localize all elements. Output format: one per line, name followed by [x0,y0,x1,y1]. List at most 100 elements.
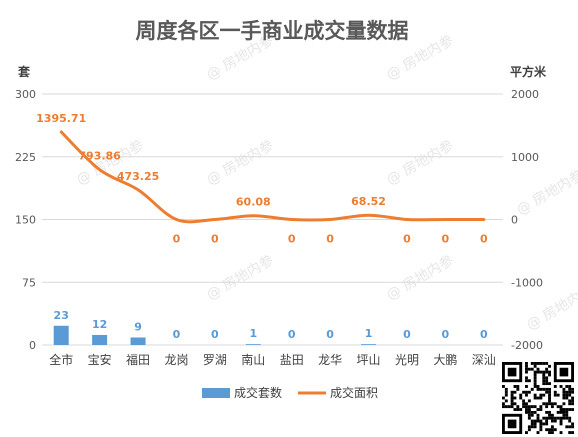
y-left-tick-label: 150 [15,214,36,227]
qr-module [559,422,563,426]
qr-module [533,385,537,388]
qr-module [504,405,508,409]
qr-module [565,393,569,397]
qr-module [565,408,569,411]
qr-module [530,425,534,429]
qr-module [533,373,537,377]
qr-module [527,405,531,409]
qr-module [516,387,520,391]
qr-module [550,419,554,423]
qr-module [559,419,563,423]
qr-module [548,410,551,414]
x-category-label: 大鹏 [433,353,457,367]
qr-module [568,416,572,420]
qr-module [548,387,551,391]
qr-module [542,373,546,377]
watermark-text: @ 房地内参 [384,137,457,189]
x-category-label: 盐田 [280,353,304,367]
watermark-text: @ 房地内参 [384,252,457,304]
qr-module [533,425,537,429]
qr-module [553,385,557,388]
qr-module [510,396,514,400]
qr-module [533,379,537,383]
qr-module [525,362,528,365]
qr-module [559,431,563,434]
x-category-label: 福田 [126,352,150,367]
qr-module [539,393,543,397]
line-data-label: 473.25 [117,170,159,183]
qr-module [565,416,569,420]
y-left-axis-label: 套 [17,64,31,79]
qr-module [568,399,572,403]
qr-module [568,385,572,388]
y-left-tick-label: 0 [29,339,36,352]
qr-module [545,422,549,426]
qr-module [539,422,543,426]
qr-module [527,390,531,394]
qr-module [530,387,534,391]
x-category-labels: 全市 宝安 福田 龙岗 罗湖 南山 盐田 龙华 坪山 光明 大鹏 深汕 [49,352,496,367]
qr-module [533,364,537,368]
bar-data-label: 1 [249,327,257,340]
qr-module [539,396,543,400]
qr-module [539,387,543,391]
qr-module [502,405,505,409]
qr-module [525,405,528,409]
qr-module [545,428,549,432]
qr-module [562,393,566,397]
qr-module [525,410,528,414]
bar-data-label: 23 [54,309,69,322]
qr-module [513,396,517,400]
y-left-ticks: 0 75 150 225 300 [15,88,36,352]
qr-module [536,431,540,434]
x-category-label: 深汕 [472,353,496,367]
qr-module [536,367,540,371]
qr-module [542,370,546,374]
y-right-axis-label: 平方米 [510,64,547,79]
qr-module [530,367,534,371]
qr-module [504,387,508,391]
qr-module [545,367,549,371]
qr-module [527,416,531,420]
qr-module [559,405,563,409]
qr-module [530,362,534,365]
legend: 成交套数 成交面积 [202,385,378,400]
bar-data-label: 1 [365,327,373,340]
line-data-label: 68.52 [351,195,386,208]
line-series: 1395.71 793.86 473.25 0 0 60.08 0 0 68.52 0 0 0 [36,112,488,246]
qr-module [571,390,574,394]
qr-module [510,402,514,406]
area-line [59,130,486,224]
qr-module [502,385,505,388]
qr-module [548,370,551,374]
qr-module [536,362,540,365]
qr-module [542,402,546,406]
bar [92,334,108,345]
qr-module [542,393,546,397]
qr-module [530,413,534,417]
qr-module [571,422,574,426]
line-data-label: 1395.71 [36,112,86,125]
line-data-label: 0 [211,233,219,246]
qr-module [571,425,574,429]
qr-module [562,390,566,394]
qr-module [553,419,557,423]
watermark-text: @ 房地内参 [524,282,578,334]
qr-module [522,390,526,394]
qr-module [536,385,540,388]
watermark-text: @ 房地内参 [204,252,277,304]
bar-series: 23 12 9 0 0 1 0 0 1 0 0 0 [54,309,488,345]
qr-module [565,425,569,429]
x-category-label: 罗湖 [203,352,227,367]
qr-module [510,390,514,394]
qr-module [539,419,543,423]
qr-module [548,396,551,400]
qr-module [530,410,534,414]
bar-data-label: 0 [480,328,488,341]
qr-module [548,402,551,406]
qr-module [527,367,531,371]
qr-module [571,396,574,400]
qr-module [536,419,540,423]
qr-module [562,387,566,391]
qr-module [550,405,554,409]
